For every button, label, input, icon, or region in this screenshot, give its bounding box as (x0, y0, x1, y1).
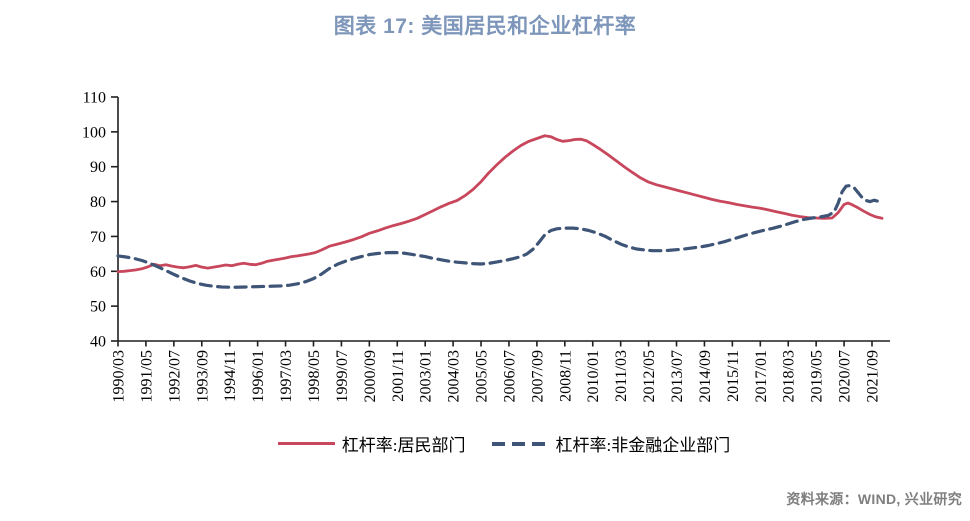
x-axis-tick-label: 1991/05 (138, 350, 155, 402)
legend: 杠杆率:居民部门 杠杆率:非金融企业部门 (118, 431, 890, 456)
x-axis-tick-label: 1996/01 (250, 350, 267, 402)
legend-item-corporate: 杠杆率:非金融企业部门 (491, 431, 731, 456)
x-axis-tick-label: 2021/09 (865, 350, 882, 402)
household-line-swatch-icon (277, 442, 335, 445)
x-axis-tick-label: 2006/07 (501, 350, 518, 402)
x-axis-tick-label: 2003/01 (418, 350, 435, 402)
x-axis-tick-label: 2000/09 (362, 350, 379, 402)
x-axis-tick-label: 2017/01 (753, 350, 770, 402)
x-axis-tick-label: 1998/05 (306, 350, 323, 402)
y-axis-tick-label: 110 (83, 90, 106, 107)
x-axis-tick-label: 1990/03 (111, 350, 128, 402)
x-axis-tick-label: 2011/03 (613, 350, 630, 402)
x-axis-tick-label: 2010/01 (585, 350, 602, 402)
x-axis-tick-label: 1997/03 (278, 350, 295, 402)
x-axis-tick-label: 2014/09 (697, 350, 714, 402)
y-axis-tick-label: 40 (90, 334, 106, 351)
x-axis-tick-label: 2020/07 (837, 350, 854, 402)
x-axis-tick-label: 2004/03 (446, 350, 463, 402)
x-axis-tick-label: 2007/09 (529, 350, 546, 402)
y-axis-tick-label: 100 (82, 124, 106, 141)
x-axis-tick-label: 2001/11 (390, 350, 407, 402)
x-axis-tick-label: 1993/09 (194, 350, 211, 402)
y-axis-tick-label: 60 (90, 264, 106, 281)
chart-title: 图表 17: 美国居民和企业杠杆率 (333, 15, 637, 38)
legend-item-household: 杠杆率:居民部门 (277, 431, 466, 456)
x-axis-tick-label: 1994/11 (222, 350, 239, 402)
y-axis-tick-label: 90 (90, 159, 106, 176)
x-axis-tick-label: 2013/07 (669, 350, 686, 402)
y-axis-tick-label: 50 (90, 299, 106, 316)
x-axis-tick-label: 2008/11 (557, 350, 574, 402)
x-axis-tick-label: 2018/03 (781, 350, 798, 402)
x-axis-tick-label: 1999/07 (334, 350, 351, 402)
series-line-household (116, 134, 884, 274)
x-axis-tick-label: 2005/05 (474, 350, 491, 402)
x-axis-tick-label: 2015/11 (725, 350, 742, 402)
source-note: 资料来源：WIND, 兴业研究 (786, 491, 962, 507)
x-axis-tick-label: 2019/05 (809, 350, 826, 402)
legend-label-household: 杠杆率:居民部门 (341, 436, 466, 455)
y-axis-tick-label: 80 (90, 194, 106, 211)
legend-label-corporate: 杠杆率:非金融企业部门 (555, 436, 731, 455)
x-axis-tick-label: 1992/07 (166, 350, 183, 402)
y-axis-tick-label: 70 (90, 229, 106, 246)
series-line-corporate (116, 183, 884, 289)
corporate-line-swatch-icon (491, 441, 549, 446)
x-axis-tick-label: 2012/05 (641, 350, 658, 402)
